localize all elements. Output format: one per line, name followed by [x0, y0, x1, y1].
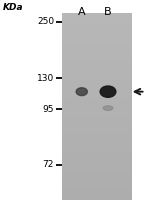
Text: KDa: KDa	[3, 3, 24, 12]
Text: 130: 130	[37, 74, 54, 83]
Ellipse shape	[100, 86, 116, 97]
Text: 72: 72	[43, 160, 54, 169]
Text: 250: 250	[37, 17, 54, 26]
Ellipse shape	[103, 106, 113, 110]
Text: B: B	[104, 7, 112, 17]
Ellipse shape	[76, 88, 87, 96]
Text: 95: 95	[42, 105, 54, 114]
Text: A: A	[78, 7, 85, 17]
